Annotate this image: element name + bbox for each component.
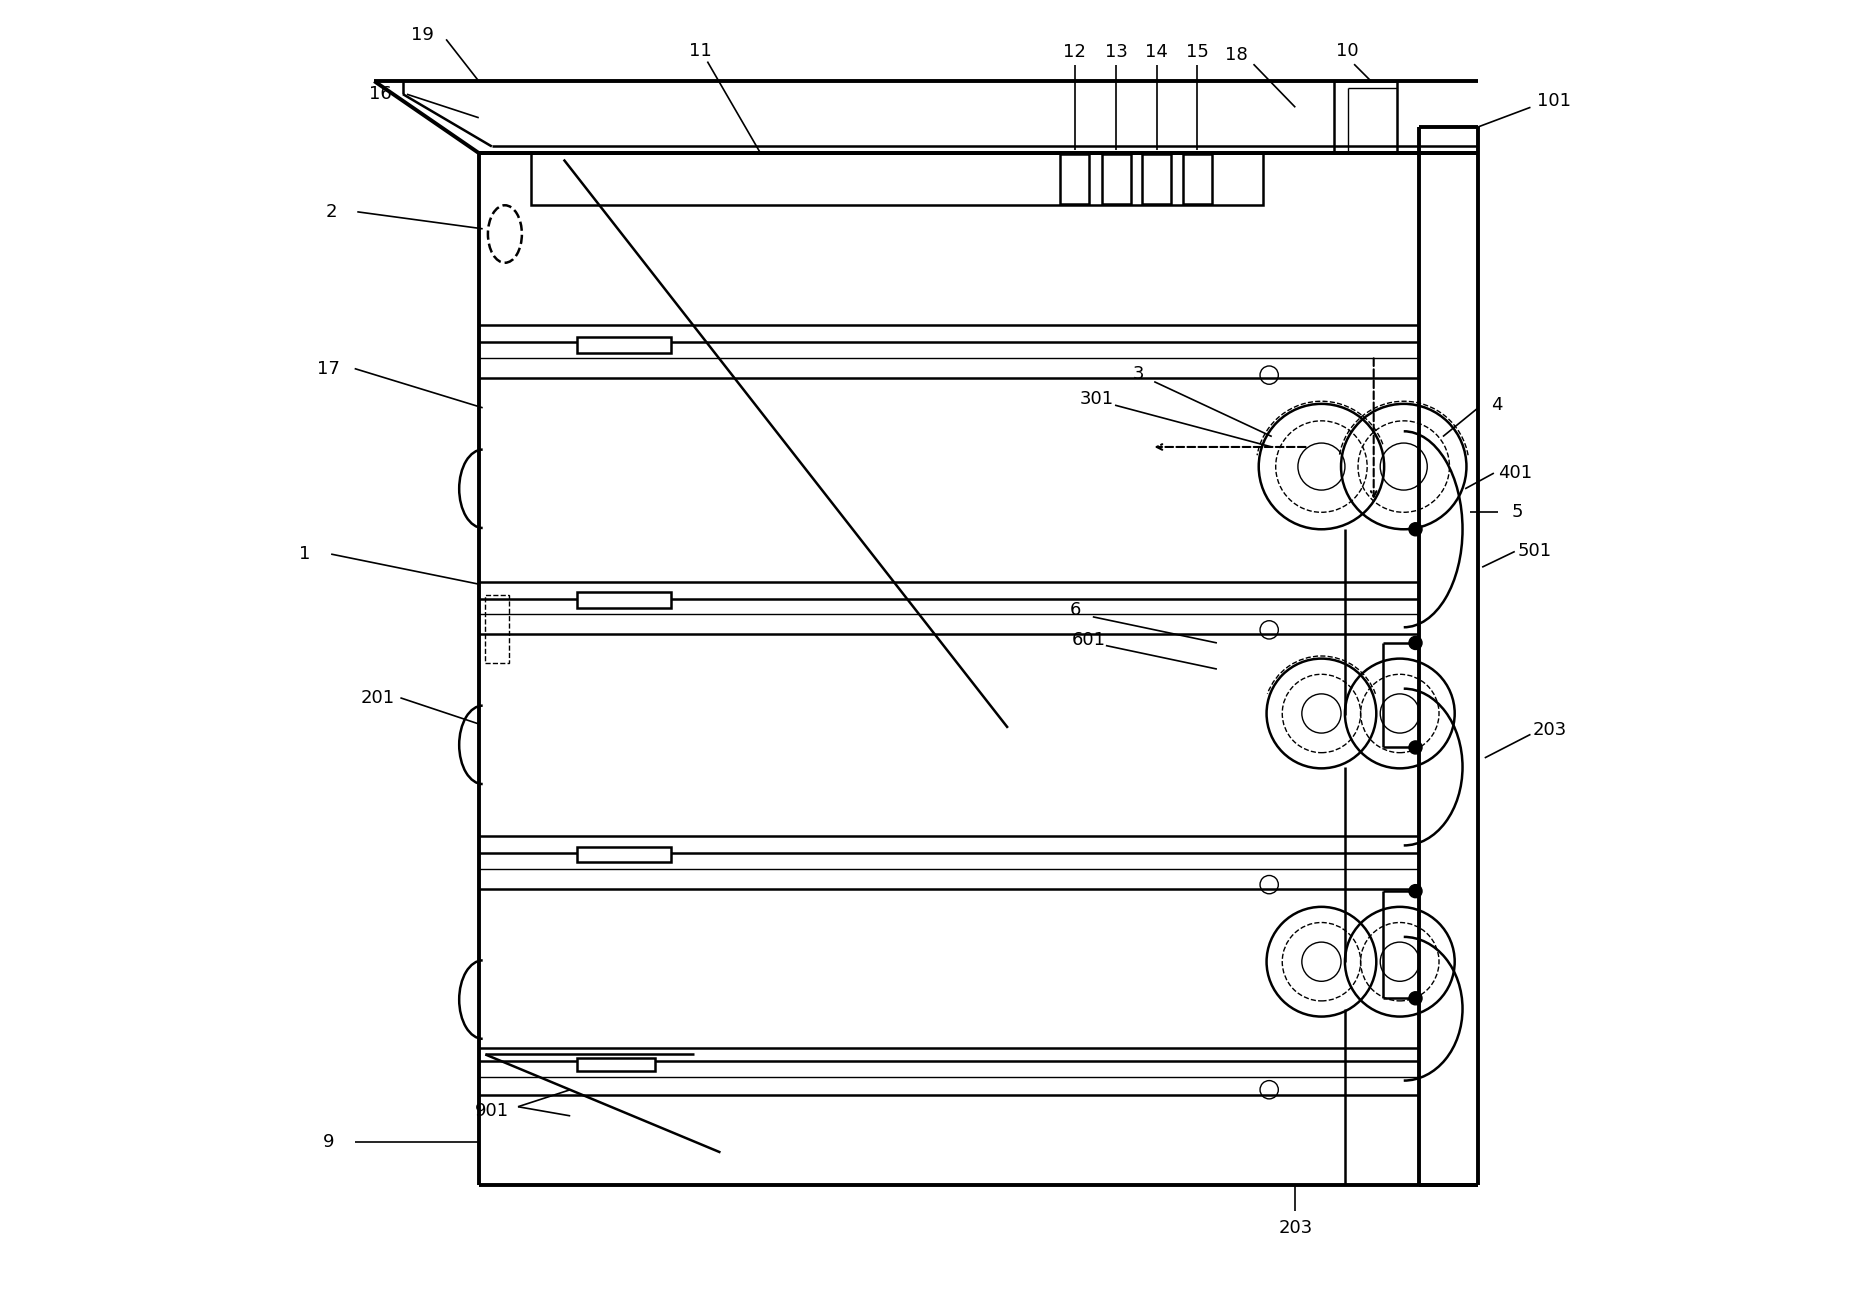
Text: 101: 101	[1537, 92, 1571, 110]
Bar	[1182, 155, 1212, 203]
Text: 3: 3	[1132, 365, 1145, 383]
Text: 1: 1	[299, 544, 310, 563]
Text: 18: 18	[1225, 46, 1247, 64]
Text: 4: 4	[1491, 396, 1502, 415]
Circle shape	[1409, 741, 1422, 754]
Bar	[576, 592, 671, 607]
Text: 2: 2	[325, 203, 336, 220]
Circle shape	[1409, 522, 1422, 535]
Circle shape	[1409, 884, 1422, 897]
Text: 301: 301	[1080, 390, 1114, 408]
Text: 5: 5	[1511, 504, 1523, 521]
Text: 11: 11	[690, 42, 712, 60]
Bar	[576, 337, 671, 353]
Text: 901: 901	[474, 1102, 509, 1119]
Text: 15: 15	[1186, 43, 1208, 62]
Text: 12: 12	[1063, 43, 1086, 62]
Text: 203: 203	[1534, 722, 1567, 740]
Bar	[1102, 155, 1130, 203]
Text: 17: 17	[318, 359, 340, 378]
Text: 501: 501	[1517, 542, 1552, 560]
Bar	[1060, 155, 1089, 203]
Text: 203: 203	[1279, 1219, 1312, 1237]
Text: 19: 19	[411, 26, 433, 45]
Circle shape	[1409, 636, 1422, 649]
Text: 14: 14	[1145, 43, 1167, 62]
Text: 9: 9	[323, 1134, 335, 1151]
Text: 13: 13	[1104, 43, 1128, 62]
Text: 6: 6	[1071, 601, 1082, 619]
Bar	[1143, 155, 1171, 203]
Bar	[576, 1059, 654, 1072]
Text: 401: 401	[1498, 464, 1532, 482]
Bar	[576, 846, 671, 862]
Circle shape	[1409, 992, 1422, 1005]
Text: 10: 10	[1337, 42, 1359, 60]
Text: 601: 601	[1073, 631, 1106, 649]
Text: 16: 16	[370, 85, 392, 104]
Text: 201: 201	[361, 689, 396, 707]
Bar	[532, 154, 1262, 205]
Bar	[485, 594, 509, 663]
